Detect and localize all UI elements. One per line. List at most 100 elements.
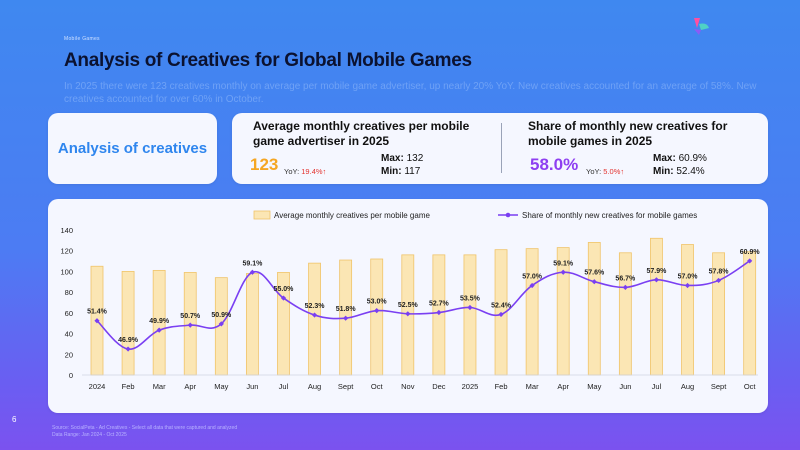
kpi-share-title: Share of monthly new creatives for mobil… — [528, 119, 728, 148]
line-point — [467, 304, 473, 311]
y-tick-label: 120 — [60, 247, 73, 256]
x-tick-label: Oct — [744, 382, 757, 391]
chart-card: Average monthly creatives per mobile gam… — [48, 199, 768, 413]
y-axis: 0 20 40 60 80 100 120 140 — [60, 226, 73, 380]
kpi-share-max: Max: 60.9% — [653, 153, 707, 164]
legend-bar-swatch — [253, 210, 271, 220]
legend-line-label: Share of monthly new creatives for mobil… — [522, 211, 697, 220]
line-point — [94, 318, 100, 324]
kpi-share-min: Min: 52.4% — [653, 166, 705, 177]
line-data-label: 57.9% — [647, 268, 668, 275]
line-data-label: 46.9% — [118, 337, 139, 344]
line-data-label: 50.7% — [180, 313, 201, 320]
y-tick-label: 80 — [65, 288, 73, 297]
footer-source: Source: SocialPeta - Ad Creatives - Sele… — [52, 425, 238, 438]
page-number: 6 — [12, 415, 17, 424]
x-tick-label: Sept — [711, 382, 727, 391]
line-point — [436, 309, 442, 316]
x-tick-label: Jun — [619, 382, 631, 391]
line-data-label: 57.8% — [709, 268, 730, 275]
line-point — [747, 258, 753, 264]
line-data-label: 55.0% — [274, 286, 295, 293]
x-tick-label: Jul — [652, 382, 662, 391]
line-data-label: 50.9% — [211, 312, 232, 319]
line-data-label: 57.0% — [522, 273, 543, 280]
kpi-creatives-min: Min: 117 — [381, 166, 421, 177]
x-tick-label: Feb — [495, 382, 508, 391]
x-tick-label: Oct — [371, 382, 384, 391]
y-tick-label: 100 — [60, 267, 73, 276]
line-data-label: 59.1% — [553, 260, 574, 267]
x-tick-label: Mar — [526, 382, 539, 391]
kpi-card: Average monthly creatives per mobile gam… — [232, 113, 768, 184]
line-data-label: 49.9% — [149, 318, 170, 325]
line-data-label: 60.9% — [740, 249, 761, 256]
x-tick-label: Sept — [338, 382, 354, 391]
analysis-label: Analysis of creatives — [57, 140, 208, 157]
kpi-divider — [501, 123, 502, 173]
line-data-label: 56.7% — [615, 275, 636, 282]
line-point — [156, 327, 162, 333]
x-tick-label: Mar — [153, 382, 166, 391]
line-data-label: 52.3% — [305, 303, 326, 310]
page-subtitle: In 2025 there were 123 creatives monthly… — [64, 81, 757, 105]
y-tick-label: 140 — [60, 226, 73, 235]
bar — [121, 271, 135, 376]
line-data-label: 59.1% — [242, 260, 263, 267]
line-data-label: 52.4% — [491, 302, 512, 309]
x-tick-label: Apr — [557, 382, 569, 391]
bar — [743, 251, 757, 376]
line-point — [716, 277, 722, 284]
kpi-creatives-title: Average monthly creatives per mobile gam… — [253, 119, 470, 148]
line-point — [622, 284, 628, 290]
line-data-label: 53.5% — [460, 296, 481, 303]
kpi-share-value: 58.0% — [530, 155, 579, 174]
legend-line-marker — [505, 212, 511, 218]
line-data-label: 51.8% — [336, 306, 357, 313]
analysis-label-card: Analysis of creatives — [48, 113, 217, 184]
y-tick-label: 40 — [65, 330, 73, 339]
x-tick-label: Dec — [432, 382, 446, 391]
bar — [525, 248, 539, 376]
section-tag: Mobile Games — [64, 36, 100, 42]
x-tick-label: May — [214, 382, 228, 391]
x-tick-label: Nov — [401, 382, 415, 391]
bar — [681, 244, 694, 376]
line-data-label: 52.5% — [398, 302, 419, 309]
line-point — [374, 308, 380, 314]
x-tick-label: Jun — [246, 382, 258, 391]
x-tick-label: May — [587, 382, 601, 391]
bar — [587, 242, 601, 376]
line-point — [498, 311, 504, 318]
x-axis: 2024 Feb Mar Apr May Jun Jul Aug Sept Oct Nov Dec 20… — [89, 382, 757, 391]
line-point — [684, 282, 691, 289]
kpi-creatives-max: Max: 132 — [381, 153, 424, 164]
x-tick-label: Apr — [184, 382, 196, 391]
x-tick-label: Aug — [308, 382, 321, 391]
line-data-label: 57.0% — [678, 273, 699, 280]
share-line — [96, 260, 751, 350]
kpi-creatives-yoy: YoY: 19.4%↑ — [284, 167, 327, 176]
page-title: Analysis of Creatives for Global Mobile … — [64, 50, 472, 71]
bar — [650, 237, 663, 376]
line-point — [529, 282, 535, 289]
line-data-label: 52.7% — [429, 301, 450, 308]
brand-logo-icon — [694, 18, 709, 35]
line-labels: 51.4% 46.9% 49.9% 50.7% 50.9% 59.1% 55.0% 52.3%… — [87, 249, 760, 344]
bar — [245, 273, 259, 376]
y-tick-label: 20 — [65, 350, 73, 359]
x-tick-label: 2025 — [462, 382, 479, 391]
x-tick-label: Feb — [122, 382, 135, 391]
x-tick-label: Jul — [279, 382, 289, 391]
y-tick-label: 60 — [65, 309, 73, 318]
bar — [370, 258, 384, 376]
kpi-creatives-value: 123 — [250, 155, 279, 174]
chart-legend: Average monthly creatives per mobile gam… — [253, 210, 697, 220]
bar — [618, 252, 632, 376]
legend-bar-label: Average monthly creatives per mobile gam… — [274, 211, 430, 220]
x-tick-label: 2024 — [89, 382, 106, 391]
bar — [308, 262, 321, 376]
combo-chart: Average monthly creatives per mobile gam… — [60, 210, 760, 391]
bar-series — [90, 237, 757, 376]
line-data-label: 51.4% — [87, 309, 108, 316]
